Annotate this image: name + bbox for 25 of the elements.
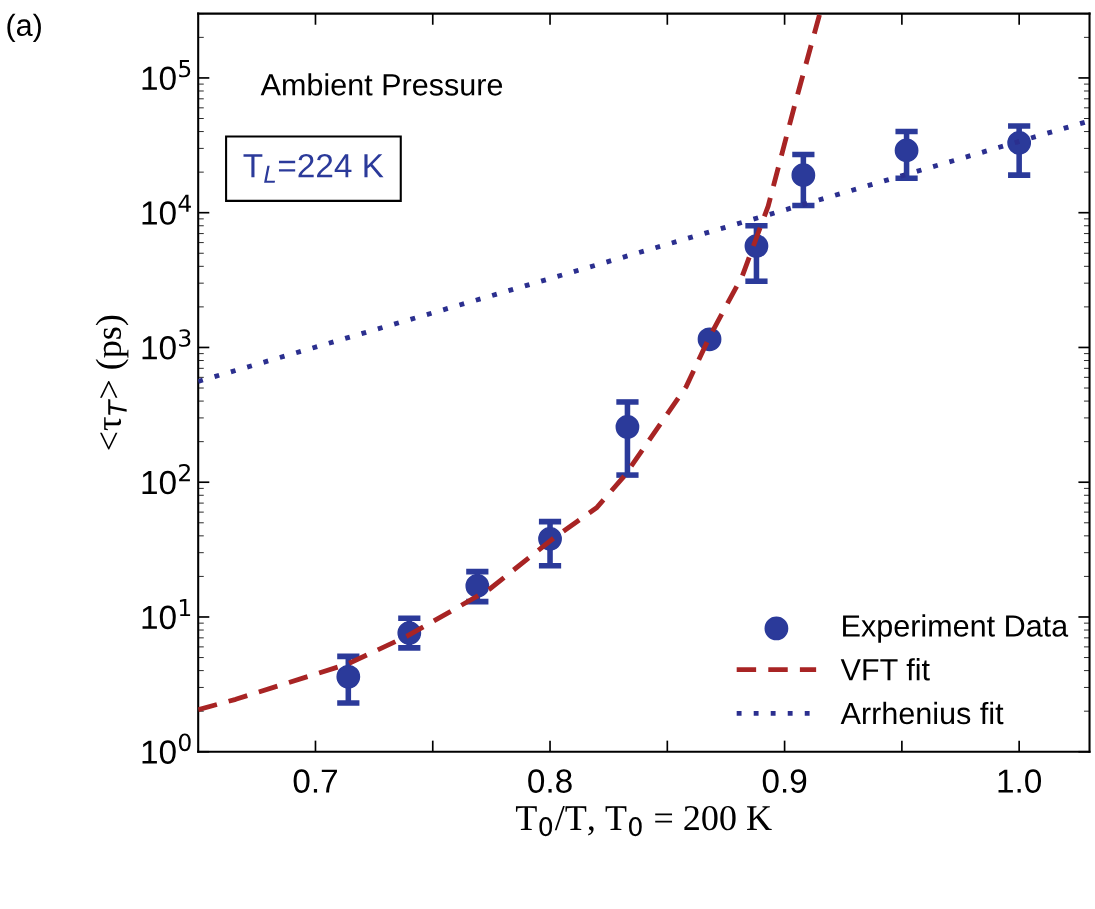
legend-label: Arrhenius fit bbox=[840, 701, 1004, 725]
y-tick-label: 10$^{5}$ bbox=[142, 60, 191, 91]
point bbox=[615, 415, 640, 439]
line-series bbox=[198, 13, 823, 713]
x-tick-label: 0.9 bbox=[762, 769, 807, 793]
legend-label: VFT fit bbox=[840, 658, 930, 681]
legend-label: Experiment Data bbox=[843, 614, 1069, 643]
x-tick-label: 0.7 bbox=[293, 769, 337, 793]
point bbox=[465, 574, 490, 598]
y-tick-label: 10$^{4}$ bbox=[142, 194, 191, 225]
y-tick-label: 10$^{2}$ bbox=[142, 463, 190, 495]
y-tick-label: 10$^{0}$ bbox=[142, 733, 191, 764]
x-tick-label: 1.0 bbox=[998, 769, 1042, 793]
text: (a) bbox=[7, 13, 41, 43]
y-tick-label: 10$^{1}$ bbox=[142, 599, 191, 630]
x-tick-label: 0.8 bbox=[528, 769, 572, 793]
point bbox=[894, 138, 919, 163]
point bbox=[336, 664, 361, 689]
y-tick-label: 10$^{3}$ bbox=[142, 329, 191, 360]
point bbox=[1007, 130, 1032, 155]
y-axis-title: <τ$_{T}$> (ps) bbox=[95, 315, 129, 450]
annotation: Ambient Pressure bbox=[260, 73, 503, 96]
annotation: T$_{L}$=224 K bbox=[243, 153, 384, 183]
point bbox=[791, 163, 816, 188]
x-axis-title: T$_{0}$/T, T$_{0}$ = 200 K bbox=[515, 805, 772, 837]
